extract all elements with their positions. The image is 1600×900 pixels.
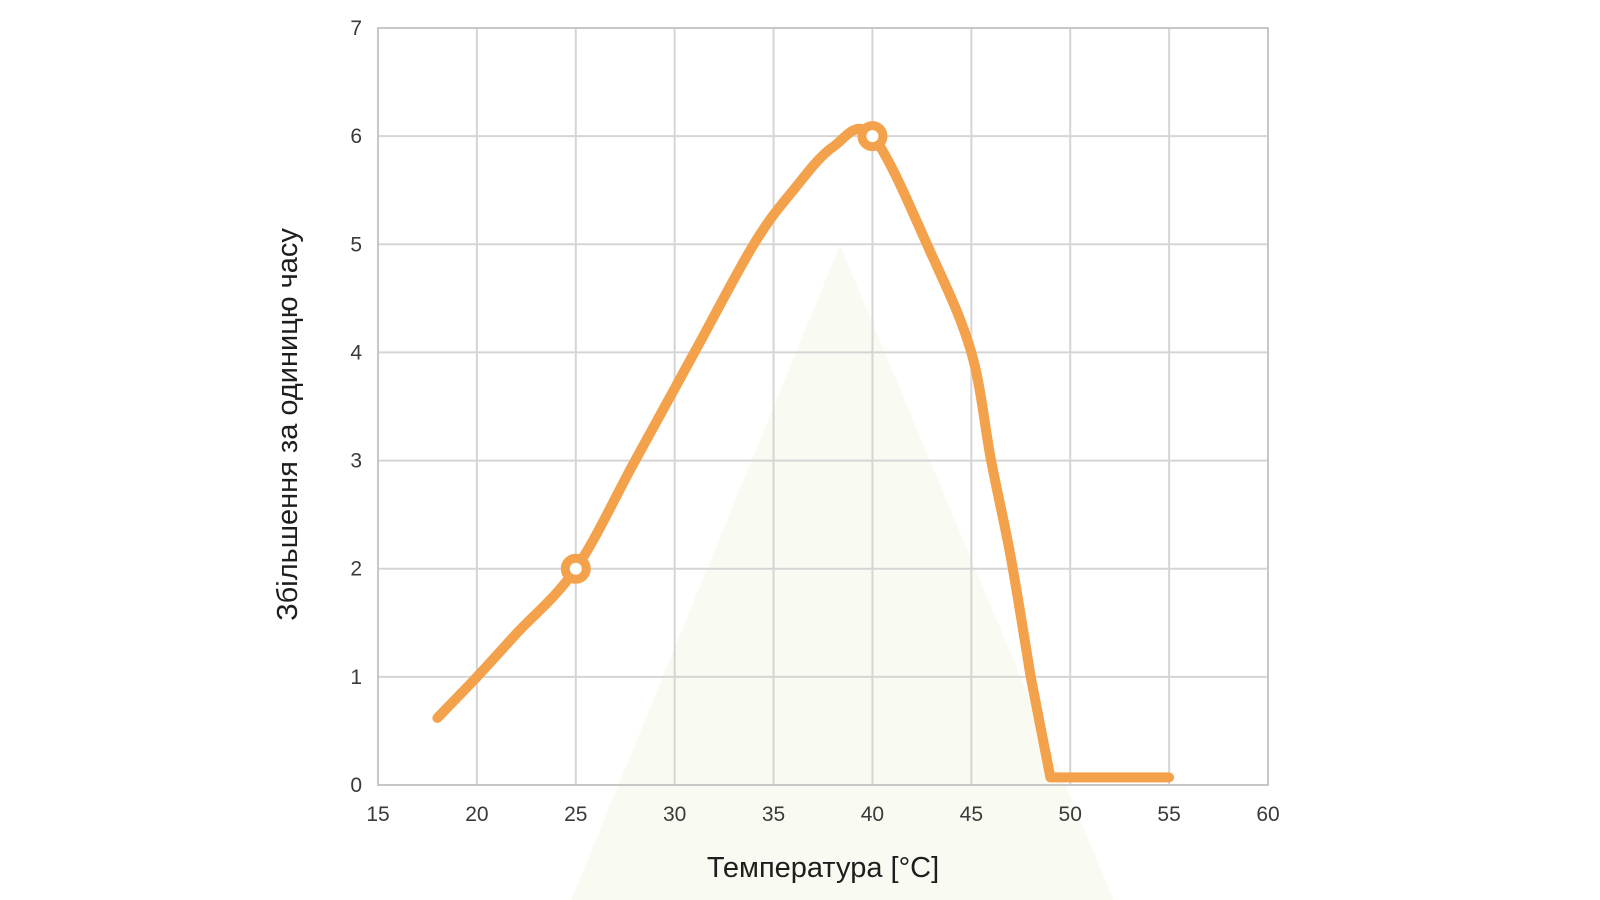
data-point-marker	[560, 553, 591, 584]
y-tick-label: 2	[350, 558, 362, 581]
y-tick-label: 6	[350, 125, 362, 148]
x-tick-label: 45	[960, 803, 983, 826]
background-watermark-triangle	[571, 245, 1114, 900]
y-tick-label: 7	[350, 17, 362, 40]
x-tick-label: 60	[1256, 803, 1279, 826]
plot-border	[377, 27, 1269, 786]
data-point-marker	[857, 121, 888, 152]
y-tick-label: 4	[350, 341, 362, 364]
y-tick-label: 1	[350, 666, 362, 689]
growth-rate-curve	[432, 123, 1175, 783]
y-tick-label: 5	[350, 233, 362, 256]
x-tick-label: 50	[1059, 803, 1082, 826]
y-tick-label: 0	[350, 774, 362, 797]
x-tick-label: 25	[564, 803, 587, 826]
x-tick-label: 20	[465, 803, 488, 826]
y-tick-label: 3	[350, 450, 362, 473]
x-tick-label: 35	[762, 803, 785, 826]
data-point-markers	[560, 121, 888, 584]
x-tick-label: 15	[366, 803, 389, 826]
x-tick-label: 30	[663, 803, 686, 826]
x-tick-label: 40	[861, 803, 884, 826]
x-axis-label: Температура [°C]	[707, 852, 939, 884]
x-tick-label: 55	[1157, 803, 1180, 826]
y-axis-label: Збільшення за одиницю часу	[272, 228, 304, 621]
